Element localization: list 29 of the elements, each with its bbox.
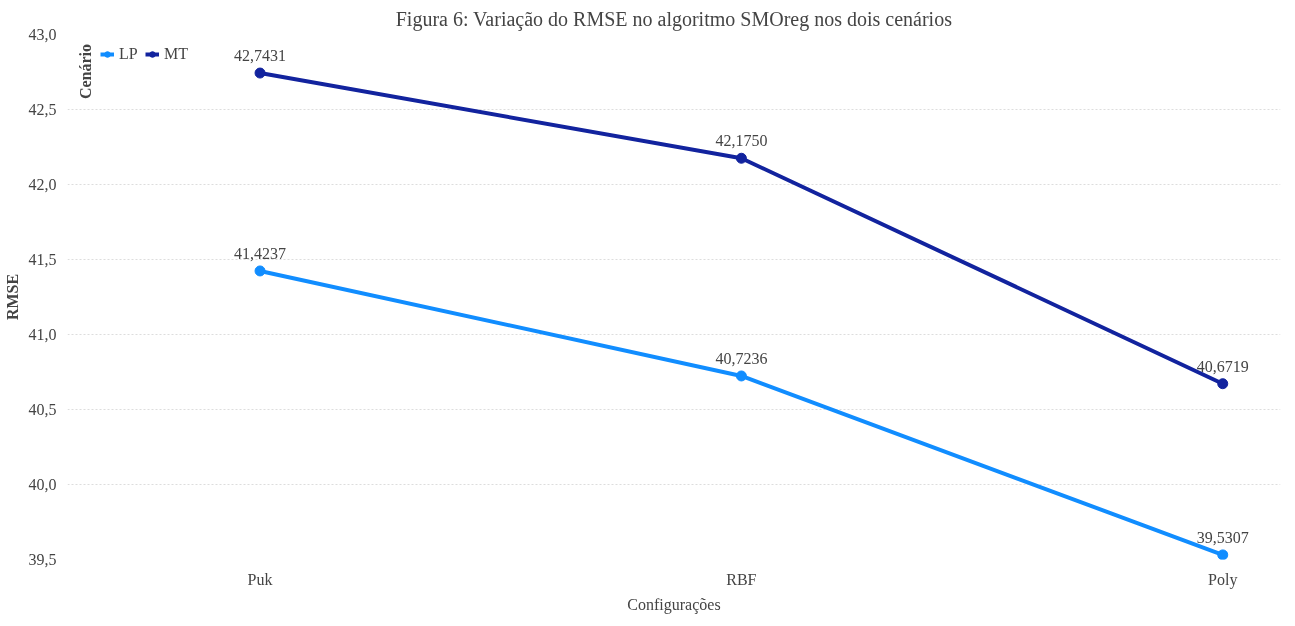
data-label: 42,1750 xyxy=(715,132,768,150)
point xyxy=(254,67,266,79)
y-axis-title: RMSE xyxy=(3,273,21,321)
legend-title: Cenário xyxy=(77,44,95,100)
point xyxy=(735,152,747,164)
y-tick-label: 40,5 xyxy=(28,401,57,418)
x-tick-label: RBF xyxy=(726,570,757,588)
y-tick-label: 42,5 xyxy=(28,101,57,118)
point xyxy=(1217,378,1229,390)
x-tick-label: Poly xyxy=(1208,570,1238,589)
data-label: 40,7236 xyxy=(715,349,768,367)
data-label: 41,4237 xyxy=(234,244,287,262)
x-axis-title: Configurações xyxy=(627,595,721,614)
point xyxy=(735,370,747,382)
x-tick-label: Puk xyxy=(247,570,273,588)
y-tick-label: 43,0 xyxy=(28,26,57,43)
legend-label: MT xyxy=(164,45,188,63)
legend-label: LP xyxy=(119,45,139,63)
chart-title: Figura 6: Variação do RMSE no algoritmo SMOreg nos dois cenários xyxy=(395,7,953,31)
point xyxy=(1217,549,1229,560)
data-label: 39,5307 xyxy=(1196,528,1249,546)
y-tick-label: 42,0 xyxy=(28,176,57,193)
data-label: 42,7431 xyxy=(234,47,287,65)
y-tick-label: 39,5 xyxy=(28,551,57,568)
data-label: 40,6719 xyxy=(1196,357,1249,375)
y-tick-label: 41,0 xyxy=(28,326,57,343)
y-tick-label: 41,5 xyxy=(28,251,57,268)
point xyxy=(254,265,266,277)
y-tick-label: 40,0 xyxy=(28,476,57,493)
